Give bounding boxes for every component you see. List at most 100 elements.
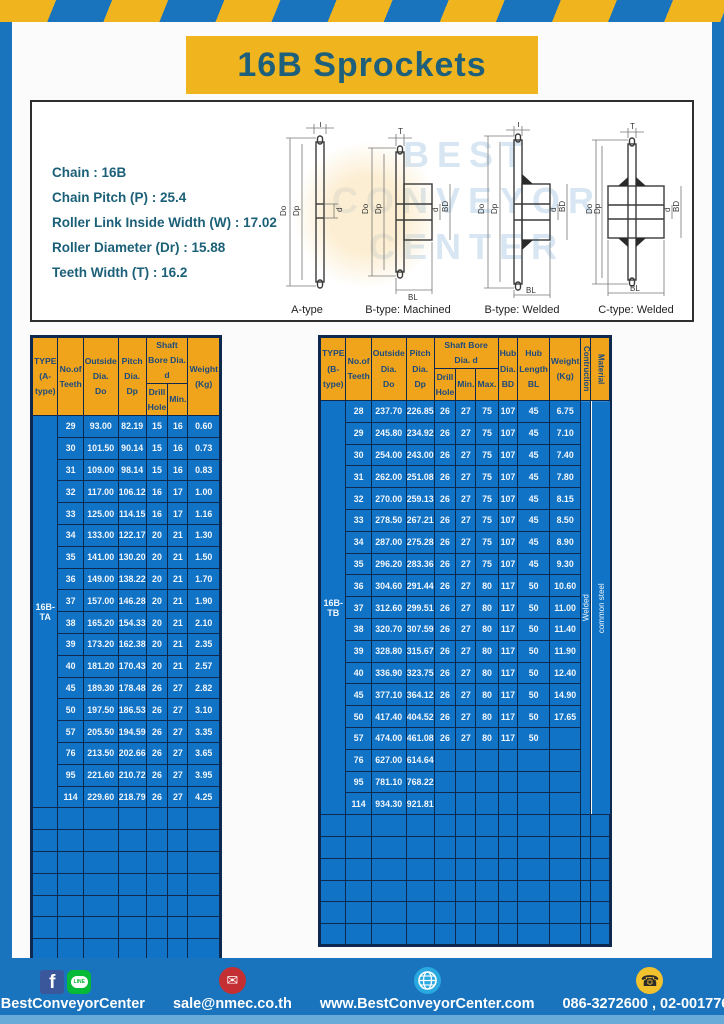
svg-text:T: T: [516, 122, 521, 129]
empty-row: [30, 807, 221, 831]
data-cell: 287.00: [370, 530, 407, 554]
data-cell: 75: [475, 552, 499, 576]
data-cell: 461.08: [405, 727, 435, 750]
data-cell: 80: [475, 661, 499, 685]
table-row: 95 221.60 210.72 26 27 3.95: [32, 763, 221, 787]
data-cell: 45: [517, 530, 550, 554]
data-cell: 130.20: [117, 545, 147, 569]
data-cell: 11.00: [548, 596, 582, 620]
data-cell: 26: [433, 705, 457, 729]
data-cell: 21: [167, 654, 189, 678]
empty-cell: [30, 829, 59, 853]
data-cell: 234.92: [405, 421, 435, 445]
column-header: Drill Hole: [433, 368, 457, 402]
empty-cell: [30, 851, 59, 874]
empty-cell: [405, 901, 435, 925]
empty-cell: [475, 901, 499, 925]
empty-cell: [475, 923, 499, 946]
data-cell: 45: [517, 400, 550, 423]
title-banner: 16B Sprockets: [186, 36, 538, 94]
data-cell: 149.00: [82, 567, 119, 591]
data-cell: [497, 792, 519, 816]
empty-cell: [30, 807, 59, 831]
table-row: 76 213.50 202.66 26 27 3.65: [32, 742, 221, 765]
table-row: 35 141.00 130.20 20 21 1.50: [32, 545, 221, 569]
empty-row: [318, 923, 612, 946]
data-cell: 45: [517, 443, 550, 467]
column-header: Min.: [167, 383, 189, 417]
data-cell: 3.95: [187, 763, 221, 787]
data-cell: 75: [475, 421, 499, 445]
footer-social: f LINE @BestConveyorCenter: [0, 960, 159, 1012]
data-cell: 21: [167, 611, 189, 635]
svg-text:T: T: [630, 122, 635, 131]
data-cell: 254.00: [370, 443, 407, 467]
data-cell: 21: [167, 567, 189, 591]
b-type-welded-drawing: T Do Dp d BD: [477, 122, 568, 298]
data-cell: 133.00: [82, 524, 119, 547]
data-cell: 26: [433, 683, 457, 707]
data-cell: 50: [517, 639, 550, 663]
data-cell: 10.60: [548, 574, 582, 598]
data-cell: 117: [497, 618, 519, 641]
empty-cell: [580, 901, 592, 925]
contact-footer: f LINE @BestConveyorCenter ✉ sale@nmec.c…: [0, 958, 724, 1014]
table-row: 38 165.20 154.33 20 21 2.10: [32, 611, 221, 635]
data-cell: 26: [145, 698, 169, 722]
data-cell: 75: [475, 400, 499, 423]
empty-cell: [167, 807, 189, 831]
data-cell: 75: [475, 443, 499, 467]
data-cell: 117: [497, 639, 519, 663]
empty-row: [318, 901, 612, 925]
empty-cell: [580, 814, 592, 837]
data-cell: 80: [475, 683, 499, 707]
empty-cell: [517, 901, 550, 925]
data-cell: [475, 770, 499, 794]
data-cell: 17: [167, 480, 189, 504]
data-cell: 15: [145, 458, 169, 482]
empty-cell: [145, 829, 169, 853]
empty-cell: [117, 938, 147, 962]
column-header: Weight (Kg): [548, 335, 582, 402]
data-cell: 50: [517, 574, 550, 598]
data-cell: 32: [57, 480, 84, 504]
empty-cell: [455, 879, 477, 903]
empty-cell: [517, 923, 550, 946]
data-cell: [517, 770, 550, 794]
column-header: Outside Dia. Do: [370, 335, 407, 402]
data-cell: 12.40: [548, 661, 582, 685]
data-cell: 90.14: [117, 436, 147, 460]
diagram-b-type-machined: T Do Dp d BD BL: [356, 122, 460, 316]
a-type-table: TYPE (A-type) No.of Teeth Outside Dia. Do P…: [30, 335, 222, 963]
svg-text:Dp: Dp: [374, 203, 383, 214]
empty-cell: [318, 857, 347, 881]
data-cell: 27: [455, 661, 477, 685]
data-cell: 4.25: [187, 785, 221, 809]
data-cell: 75: [475, 509, 499, 532]
data-cell: 50: [517, 683, 550, 707]
data-cell: 29: [345, 421, 372, 445]
data-cell: 125.00: [82, 502, 119, 526]
data-cell: 80: [475, 727, 499, 750]
data-cell: 45: [57, 676, 84, 700]
empty-cell: [517, 879, 550, 903]
mail-icon: ✉: [218, 967, 246, 994]
empty-cell: [30, 938, 59, 962]
data-cell: 117: [497, 574, 519, 598]
data-cell: 26: [433, 421, 457, 445]
data-cell: 627.00: [370, 748, 407, 772]
column-header: Shaft Bore Dia. d: [145, 335, 189, 385]
data-cell: 39: [57, 633, 84, 656]
table-row: 36 149.00 138.22 20 21 1.70: [32, 567, 221, 591]
data-cell: 20: [145, 654, 169, 678]
column-header: Hub Length BL: [517, 335, 550, 402]
data-cell: 30: [57, 436, 84, 460]
data-cell: 226.85: [405, 400, 435, 423]
empty-cell: [370, 879, 407, 903]
data-cell: 36: [345, 574, 372, 598]
svg-text:d: d: [335, 208, 344, 212]
data-cell: 50: [57, 698, 84, 722]
data-cell: 27: [455, 443, 477, 467]
column-header: Weight (Kg): [187, 335, 221, 417]
data-cell: 312.60: [370, 596, 407, 620]
